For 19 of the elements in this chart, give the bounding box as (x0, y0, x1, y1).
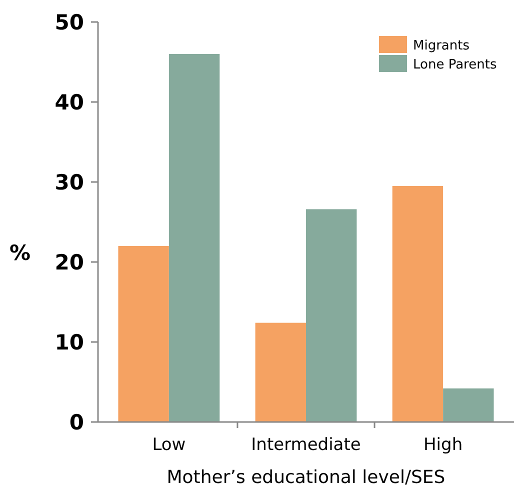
legend-label: Migrants (413, 38, 470, 54)
bar (168, 54, 220, 422)
legend-label: Lone Parents (413, 58, 497, 73)
y-tick-label: 30 (54, 170, 84, 194)
bar (392, 186, 444, 422)
x-axis-title: Mother’s educational level/SES (166, 467, 446, 488)
y-tick-label: 50 (54, 10, 84, 34)
bar (306, 209, 357, 422)
y-tick-label: 20 (54, 250, 84, 274)
bar (255, 322, 306, 422)
y-axis-title: % (9, 241, 31, 265)
x-tick-label: High (424, 435, 463, 455)
x-tick-label: Intermediate (251, 435, 361, 455)
y-tick-label: 0 (69, 410, 84, 434)
y-tick-label: 40 (54, 90, 84, 114)
x-tick-label: Low (152, 435, 186, 455)
bar (118, 246, 169, 422)
bar (443, 388, 494, 422)
y-tick-label: 10 (54, 330, 84, 354)
